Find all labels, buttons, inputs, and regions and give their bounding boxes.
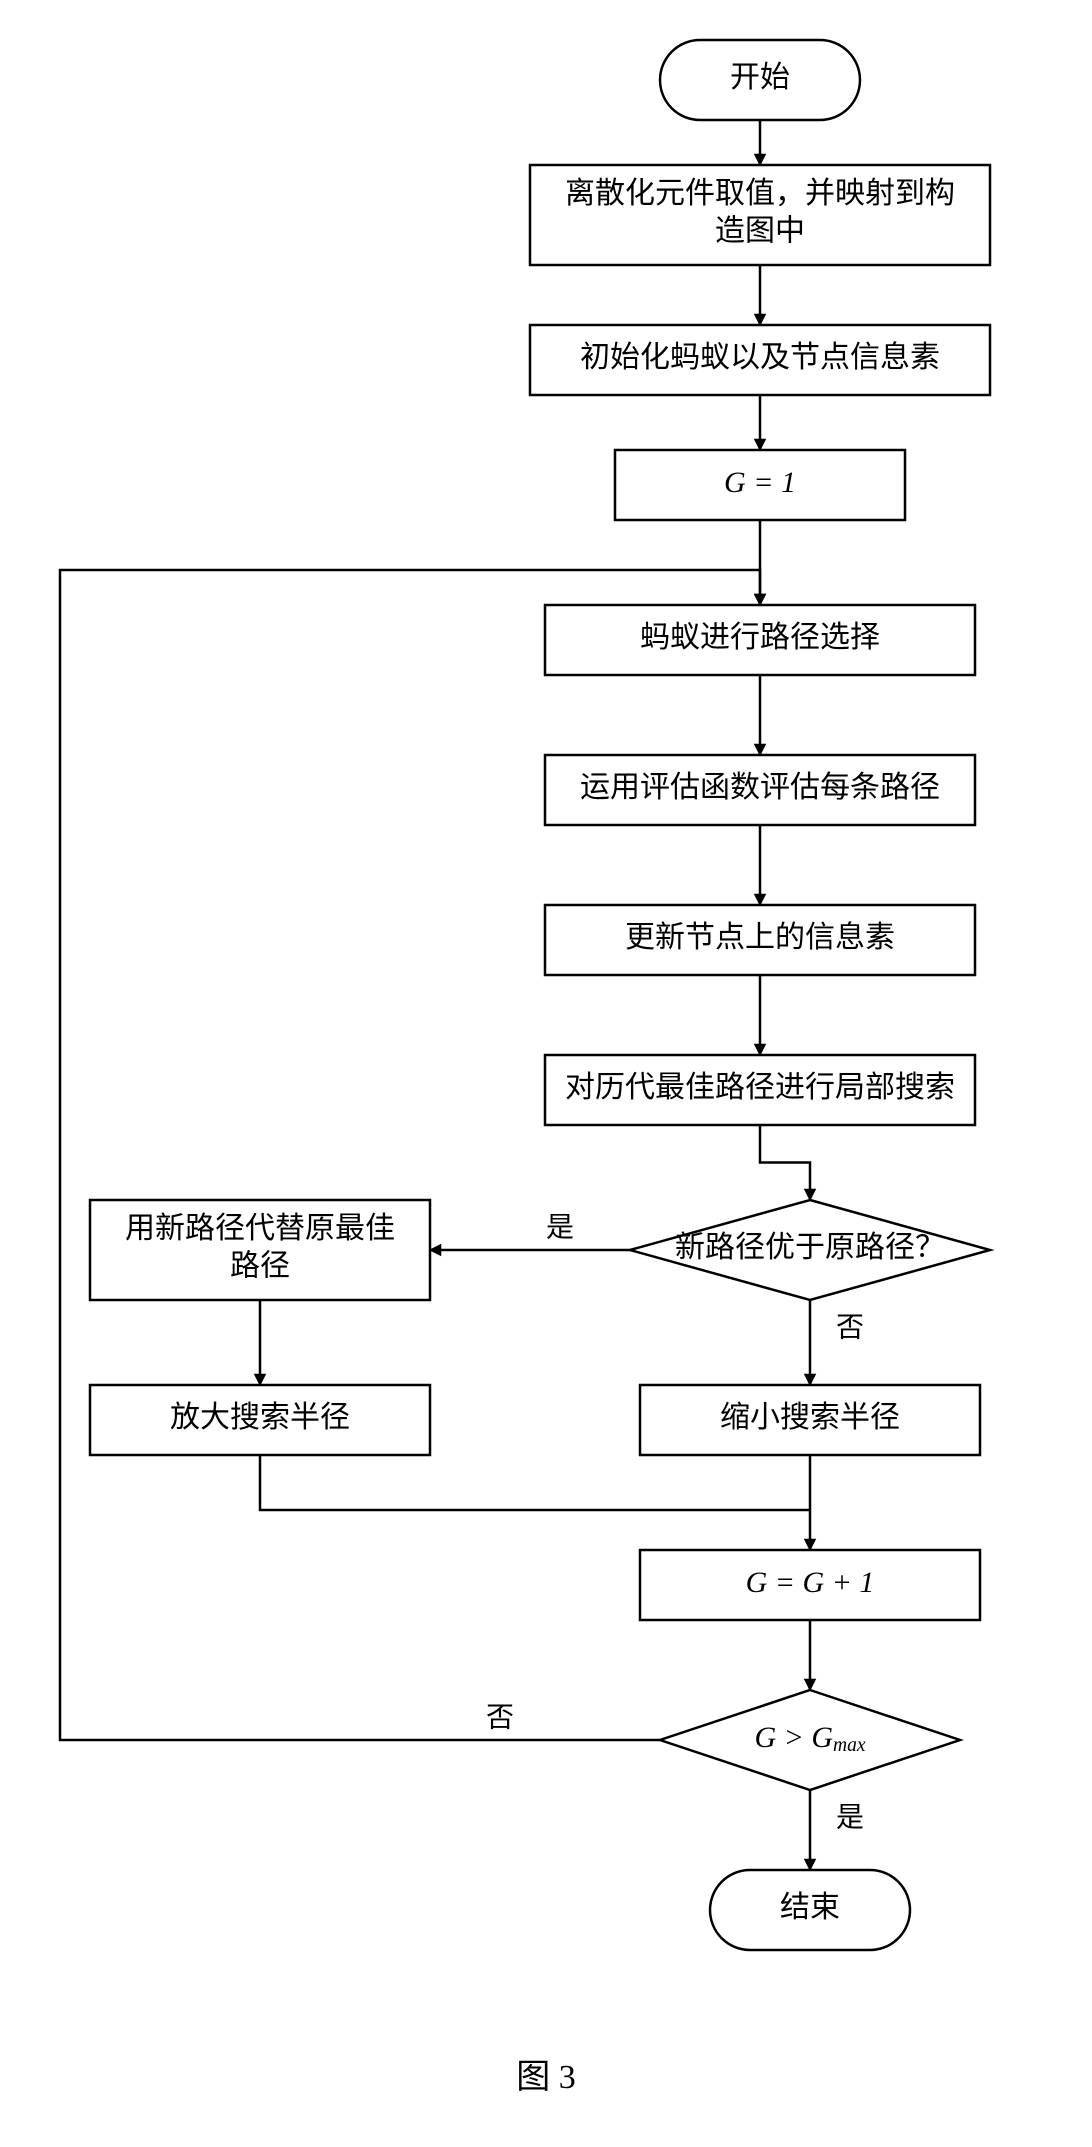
node-n5: 运用评估函数评估每条路径 [545, 755, 975, 825]
svg-text:离散化元件取值，并映射到构: 离散化元件取值，并映射到构 [565, 177, 955, 210]
svg-text:用新路径代替原最佳: 用新路径代替原最佳 [125, 1212, 395, 1245]
svg-text:是: 是 [546, 1212, 574, 1243]
node-n3: G = 1 [615, 450, 905, 520]
svg-text:图 3: 图 3 [516, 2059, 576, 2096]
svg-text:更新节点上的信息素: 更新节点上的信息素 [625, 921, 895, 954]
node-n7: 对历代最佳路径进行局部搜索 [545, 1055, 975, 1125]
svg-text:否: 否 [836, 1312, 864, 1343]
node-end: 结束 [710, 1870, 910, 1950]
svg-text:初始化蚂蚁以及节点信息素: 初始化蚂蚁以及节点信息素 [580, 341, 940, 374]
svg-text:结束: 结束 [780, 1891, 840, 1924]
node-d1: 新路径优于原路径？ [630, 1200, 990, 1300]
svg-text:造图中: 造图中 [715, 215, 805, 248]
svg-text:缩小搜索半径: 缩小搜索半径 [720, 1401, 900, 1434]
node-n8: 用新路径代替原最佳路径 [90, 1200, 430, 1300]
node-d2: G > Gmax [660, 1690, 960, 1790]
svg-text:路径: 路径 [230, 1250, 290, 1283]
svg-text:运用评估函数评估每条路径: 运用评估函数评估每条路径 [580, 771, 940, 804]
svg-text:蚂蚁进行路径选择: 蚂蚁进行路径选择 [640, 621, 880, 654]
svg-text:新路径优于原路径？: 新路径优于原路径？ [675, 1231, 945, 1264]
node-n9: 放大搜索半径 [90, 1385, 430, 1455]
node-n10: 缩小搜索半径 [640, 1385, 980, 1455]
svg-text:放大搜索半径: 放大搜索半径 [170, 1401, 350, 1434]
node-n2: 初始化蚂蚁以及节点信息素 [530, 325, 990, 395]
node-n11: G = G + 1 [640, 1550, 980, 1620]
node-n6: 更新节点上的信息素 [545, 905, 975, 975]
svg-text:G = G + 1: G = G + 1 [746, 1566, 875, 1599]
svg-text:是: 是 [836, 1802, 864, 1833]
svg-text:开始: 开始 [730, 61, 790, 94]
node-start: 开始 [660, 40, 860, 120]
svg-text:G = 1: G = 1 [724, 466, 796, 499]
svg-text:否: 否 [486, 1702, 514, 1733]
svg-text:对历代最佳路径进行局部搜索: 对历代最佳路径进行局部搜索 [565, 1071, 955, 1104]
node-n1: 离散化元件取值，并映射到构造图中 [530, 165, 990, 265]
node-n4: 蚂蚁进行路径选择 [545, 605, 975, 675]
